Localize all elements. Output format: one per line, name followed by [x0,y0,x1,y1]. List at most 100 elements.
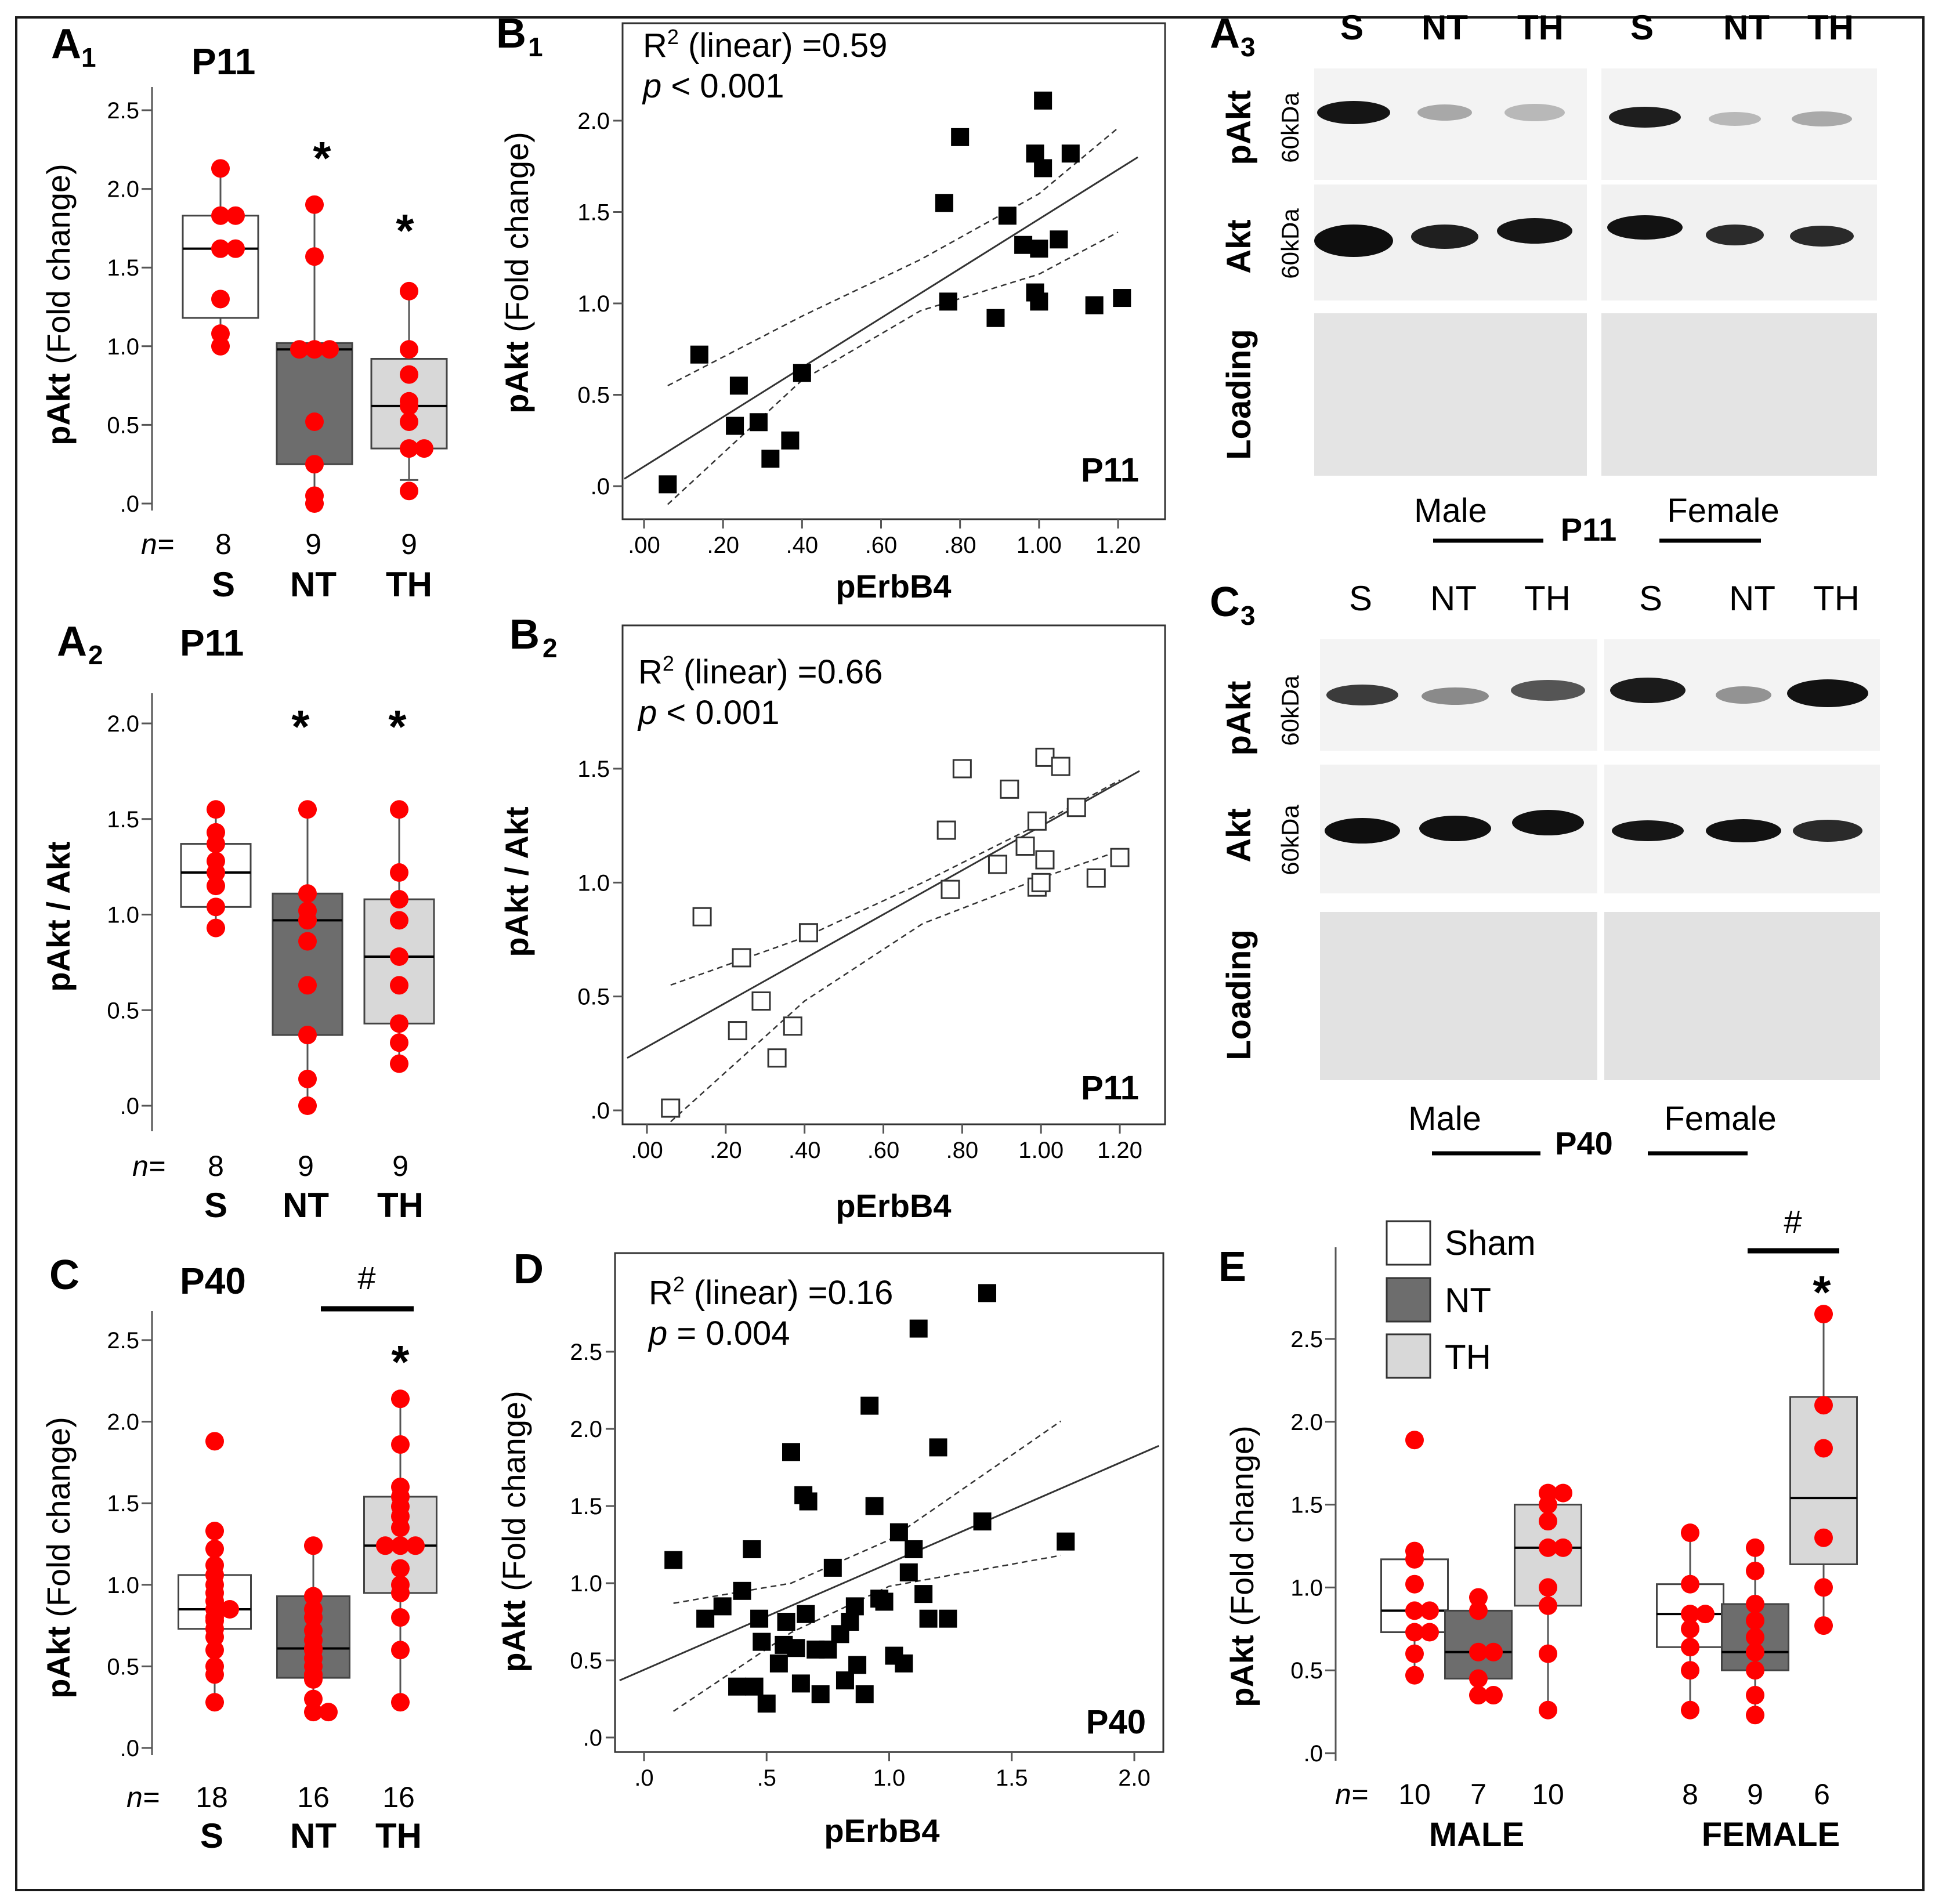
panel-b1-xtick-label-3: .60 [865,533,898,558]
panel-e-legend-sham: Sham [1445,1224,1536,1262]
panel-b2-point-19 [1051,756,1070,776]
panel-a1-point-1-8 [305,494,324,513]
panel-c-point-2-6 [391,1518,410,1537]
panel-e-n-th-male: 10 [1532,1778,1564,1811]
panel-b2-plot-frame [621,624,1166,1125]
panel-e-point-4-8 [1746,1706,1764,1725]
panel-c-ylabel: pAkt (Fold change) [40,1417,77,1699]
panel-b1-point-10 [951,128,970,146]
panel-c3-pakt-band-th-male [1511,680,1585,701]
panel-e-point-2-5 [1554,1538,1572,1557]
panel-b1-point-7 [793,364,811,382]
panel-a2-group-th: TH [377,1186,424,1225]
panel-a2-n-nt: 9 [298,1150,314,1182]
panel-c3-akt-band-s-male [1325,818,1400,844]
panel-a2-point-2-0 [390,800,408,819]
panel-b2-ytick-label-3: .0 [591,1098,610,1124]
panel-c3-kda-pakt: 60kDa [1276,675,1304,746]
panel-c3-loading-membrane-female [1604,912,1880,1080]
panel-a1-star-th: * [396,205,414,256]
panel-a2-ytick-label-3: 0.5 [107,998,139,1023]
panel-a2-point-2-1 [390,863,408,882]
panel-b1-point-11 [986,309,1005,327]
panel-c3-pakt-band-s-male [1326,685,1398,705]
panel-e-point-4-0 [1746,1538,1764,1557]
panel-c-point-2-8 [406,1536,425,1555]
panel-c3-lane-s-male: S [1349,579,1372,618]
panel-c-point-2-14 [391,1641,410,1660]
panel-a1-point-0-5 [211,289,230,309]
panel-a3-pakt-band-th-female [1792,111,1852,126]
panel-e-point-2-6 [1539,1578,1557,1597]
panel-a3-female-label: Female [1667,492,1779,530]
panel-d-point-24 [836,1671,854,1690]
panel-e-point-4-5 [1746,1642,1764,1662]
panel-c3-row-loading: Loading [1220,929,1258,1060]
panel-c-point-2-15 [391,1693,410,1712]
panel-d-r2: R2 (linear) =0.16 [649,1272,893,1312]
panel-b2-xtick-label-3: .60 [867,1138,900,1163]
panel-b1-ytick-label-4: .0 [591,474,610,499]
panel-b1-ytick-label-1: 1.5 [577,200,610,226]
panel-a3-kda-pakt: 60kDa [1276,92,1304,163]
panel-d-point-34 [889,1523,908,1541]
panel-a3-loading-membrane-female [1601,313,1877,476]
panel-b1-ytick-label-3: 0.5 [577,383,610,408]
panel-d-ytick-label-2: 1.5 [570,1494,602,1519]
panel-d-point-29 [860,1396,879,1415]
panel-d-xtick-label-4: 2.0 [1118,1765,1151,1791]
panel-d-point-15 [791,1674,810,1693]
panel-b1-xtick-label-1: .20 [707,533,739,558]
panel-b2-xtick-label-0: .00 [631,1138,663,1163]
panel-b1-xtick-label-6: 1.20 [1095,533,1141,558]
panel-c3-pakt-band-s-female [1610,678,1686,703]
panel-b1-pvalue: p < 0.001 [642,67,784,105]
panel-c3-lane-nt-male: NT [1430,579,1477,618]
panel-a2-point-0-5 [207,877,225,896]
panel-c-n-nt: 16 [297,1781,330,1813]
panel-d: D R2 (linear) =0.16 p = 0.004 P40 pErbB4… [495,1246,1164,1849]
panel-a2-point-2-4 [390,947,408,966]
panel-d-point-36 [899,1563,918,1581]
panel-e-point-5-1 [1814,1396,1833,1415]
panel-a1-point-2-0 [400,281,418,301]
panel-e-ytick-label-0: 2.5 [1290,1327,1323,1352]
panel-b1-point-16 [1030,240,1048,258]
panel-a1-n-s: 8 [215,528,232,560]
panel-e-point-4-7 [1746,1686,1764,1705]
panel-c-point-0-1 [205,1522,224,1541]
panel-b1-point-0 [659,475,677,494]
panel-c-point-0-9 [220,1599,239,1619]
panel-a3-akt-band-nt-female [1706,225,1764,245]
panel-e-point-4-2 [1746,1594,1764,1613]
panel-c-point-1-15 [319,1703,338,1722]
panel-b2-pvalue: p < 0.001 [637,694,780,732]
panel-e-point-5-2 [1814,1439,1833,1458]
panel-a1-ylabel: pAkt (Fold change) [40,164,77,446]
panel-c-point-2-1 [391,1435,410,1454]
panel-c-group-s: S [200,1816,223,1855]
panel-b2-fit-line [627,770,1140,1059]
panel-e-point-5-4 [1814,1578,1833,1597]
panel-d-point-13 [782,1443,800,1461]
panel-e-point-5-0 [1814,1305,1833,1324]
panel-a2-point-0-6 [207,897,225,917]
panel-d-point-32 [875,1592,894,1611]
panel-b2-ytick-label-1: 1.0 [577,870,610,896]
panel-e-point-2-8 [1539,1644,1557,1663]
panel-d-point-10 [769,1654,788,1673]
panel-e-point-1-6 [1484,1686,1503,1705]
panel-d-point-30 [865,1497,884,1515]
panel-c-label: C [49,1252,79,1298]
figure-border [15,16,1925,1891]
panel-d-xtick-label-2: 1.0 [873,1765,906,1791]
panel-a1-point-2-7 [415,439,433,458]
panel-e-point-0-9 [1405,1666,1424,1685]
panel-b2-label: B [509,611,540,658]
panel-b1-ci-upper [667,127,1119,386]
panel-a3-pakt-band-nt-female [1709,112,1761,126]
panel-c-star-th: * [391,1336,410,1388]
panel-c-ytick-label-1: 2.0 [107,1410,139,1435]
panel-c3-loading-membrane-male [1320,912,1597,1080]
